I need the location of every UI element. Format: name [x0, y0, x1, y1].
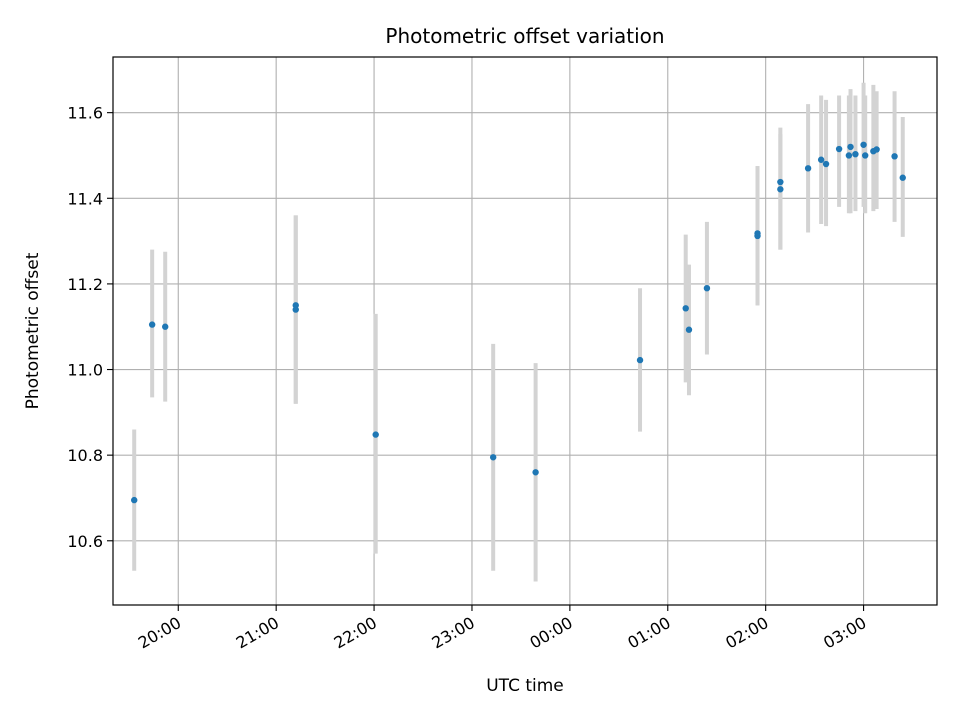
plot-frame	[112, 56, 938, 606]
y-axis-label: Photometric offset	[23, 252, 43, 409]
data-point	[873, 146, 880, 153]
y-tick-label: 11.6	[67, 104, 103, 123]
data-point	[372, 431, 379, 438]
data-point	[860, 141, 867, 148]
y-tick-label: 11.0	[67, 361, 103, 380]
data-point	[804, 165, 812, 172]
y-tick-label: 10.8	[67, 446, 103, 465]
data-point	[835, 145, 843, 153]
data-point	[148, 321, 156, 328]
grid	[113, 57, 937, 605]
y-tick-label: 11.2	[67, 275, 103, 294]
data-point	[847, 143, 854, 151]
data-point	[682, 305, 689, 312]
data-point	[131, 496, 138, 504]
data-point	[817, 156, 825, 163]
y-tick-label: 10.6	[67, 532, 103, 551]
data-point	[777, 178, 784, 186]
data-point	[852, 150, 859, 158]
data-point	[754, 232, 761, 240]
data-points	[131, 141, 906, 504]
data-point	[777, 186, 784, 193]
y-axis-ticks: 10.6 10.8 11.0 11.2 11.4 11.6	[67, 104, 113, 551]
data-point	[862, 152, 869, 159]
x-axis-label: UTC time	[486, 676, 564, 696]
data-point	[822, 160, 830, 168]
data-point	[685, 326, 693, 333]
data-point	[162, 323, 169, 330]
y-tick-label: 11.4	[67, 189, 103, 208]
data-point	[899, 174, 906, 181]
data-point	[532, 469, 539, 476]
data-point	[489, 454, 497, 461]
data-point	[636, 356, 644, 364]
data-point	[891, 153, 898, 160]
data-point	[703, 284, 711, 292]
chart-title: Photometric offset variation	[385, 24, 664, 48]
data-point	[292, 306, 299, 313]
data-point	[845, 152, 853, 159]
